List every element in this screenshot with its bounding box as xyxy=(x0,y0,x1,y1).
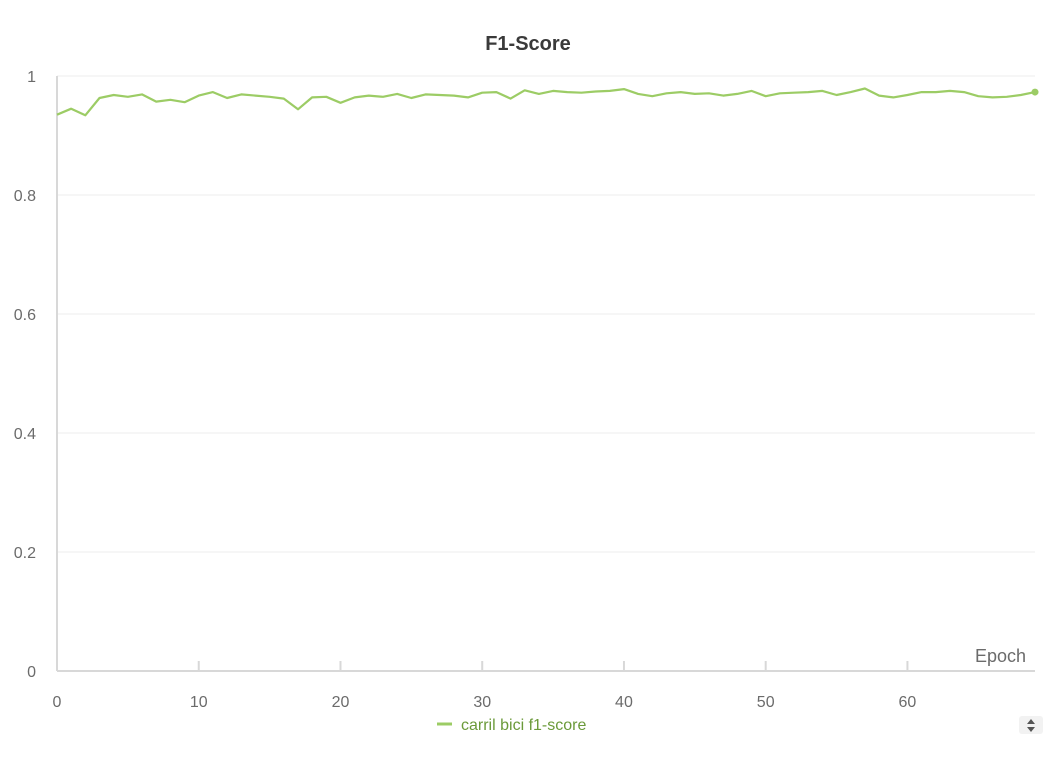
series-line xyxy=(56,87,1036,117)
y-tick-label: 1 xyxy=(27,69,36,86)
gridlines xyxy=(57,75,1035,553)
chart-title: F1-Score xyxy=(485,33,571,55)
x-tick-label: 30 xyxy=(473,694,491,711)
x-tick-label: 20 xyxy=(332,694,350,711)
legend[interactable]: carril bici f1-score xyxy=(437,717,586,734)
y-tick-label: 0 xyxy=(27,664,36,681)
y-tick-label: 0.6 xyxy=(14,307,36,324)
x-tick-label: 10 xyxy=(190,694,208,711)
y-tick-label: 0.2 xyxy=(14,545,36,562)
series-end-point xyxy=(1031,88,1039,96)
y-tick-label: 0.4 xyxy=(14,426,36,443)
x-tick-label: 50 xyxy=(757,694,775,711)
sort-arrows-icon xyxy=(1027,719,1035,732)
y-tick-label: 0.8 xyxy=(14,188,36,205)
x-axis-label: Epoch xyxy=(975,646,1026,666)
x-tick-label: 0 xyxy=(53,694,62,711)
series-layer xyxy=(56,87,1039,117)
axes: 00.20.40.60.810 10 20 30 40 50 60 xyxy=(14,69,1035,711)
legend-label: carril bici f1-score xyxy=(461,717,586,734)
x-tick-label: 40 xyxy=(615,694,633,711)
legend-toggle-button[interactable] xyxy=(1019,716,1043,734)
x-tick-label: 60 xyxy=(899,694,917,711)
